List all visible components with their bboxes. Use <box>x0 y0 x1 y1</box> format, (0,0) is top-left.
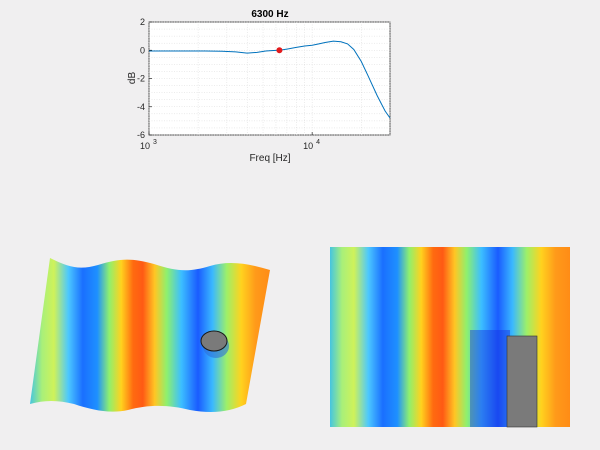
y-axis-label: dB <box>127 72 138 85</box>
x-axis-label: Freq [Hz] <box>249 153 290 164</box>
cylinder-top <box>200 330 228 352</box>
field-2d-view <box>330 247 570 428</box>
x-tick-label: 10 <box>140 141 150 151</box>
y-tick-label: -6 <box>137 130 145 140</box>
response-series-line <box>149 40 391 119</box>
series-layer <box>149 40 391 119</box>
frequency-response-chart: 20-2-4-610 3 10 4 6300 Hz Freq [Hz] dB <box>127 9 391 164</box>
current-frequency-marker <box>276 47 283 54</box>
x-tick-exponent: 3 <box>153 139 157 146</box>
gridlines <box>148 21 391 136</box>
field-shadow-region <box>470 330 510 427</box>
chart-title: 6300 Hz <box>251 9 288 20</box>
y-tick-label: -2 <box>137 74 145 84</box>
y-tick-label: 0 <box>140 45 145 55</box>
tick-layer: 20-2-4-610 3 10 4 <box>137 17 320 151</box>
x-tick-label: 10 <box>303 141 313 151</box>
y-tick-label: 2 <box>140 17 145 27</box>
wavy-pressure-surface <box>30 258 270 412</box>
x-tick-exponent: 4 <box>316 139 320 146</box>
y-tick-label: -4 <box>137 102 145 112</box>
surface-3d-view <box>30 258 270 412</box>
obstacle-block <box>506 335 538 428</box>
